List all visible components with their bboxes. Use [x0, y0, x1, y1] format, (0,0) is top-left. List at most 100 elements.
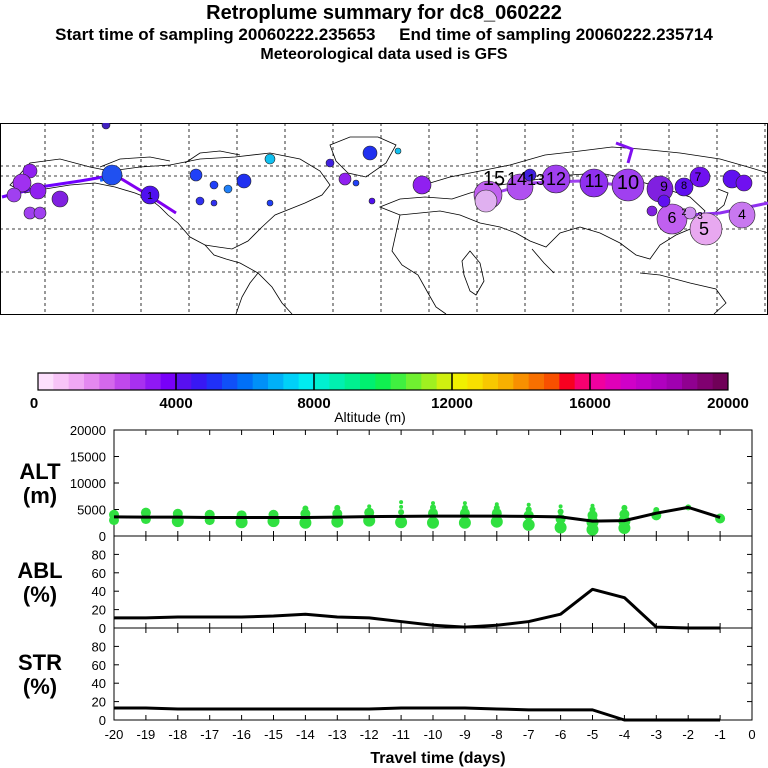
x-tick-label: -14	[296, 727, 315, 742]
altitude-scatter-point	[494, 502, 499, 507]
x-tick-label: 0	[748, 727, 755, 742]
panel-ylabel: (%)	[23, 582, 57, 607]
altitude-scatter-point	[458, 516, 471, 529]
plume-dot	[689, 166, 711, 188]
altitude-scatter-point	[398, 509, 405, 516]
colorbar-swatch	[590, 373, 606, 390]
plume-dot	[611, 168, 645, 202]
panel-abl: 0 20 40 60 80 ABL(%)	[17, 535, 753, 636]
x-tick-label: -12	[360, 727, 379, 742]
time-series-panels: 05000100001500020000ALT(m)020406080ABL(%…	[17, 423, 756, 767]
x-tick-label: -5	[587, 727, 599, 742]
colorbar-swatch	[268, 373, 284, 390]
y-tick-label: 40	[92, 584, 106, 599]
plume-dot	[325, 158, 335, 168]
colorbar-swatch	[636, 373, 652, 390]
plume-dot	[189, 168, 203, 182]
plume-dot	[352, 179, 360, 187]
plume-dot	[6, 187, 22, 203]
colorbar-swatch	[191, 373, 208, 390]
altitude-scatter-point	[399, 500, 404, 505]
panel-ylabel: STR	[18, 650, 62, 675]
plume-dot	[338, 172, 352, 186]
colorbar-tick-label: 4000	[159, 395, 192, 412]
altitude-scatter-point	[558, 504, 563, 509]
y-tick-label: 0	[99, 713, 106, 728]
x-tick-label: -4	[619, 727, 631, 742]
y-tick-label: 60	[92, 658, 106, 673]
colorbar-swatch	[406, 373, 422, 390]
colorbar-swatch	[666, 373, 683, 390]
coastlines	[9, 136, 768, 315]
colorbar-tick-label: 20000	[707, 395, 749, 412]
plume-dot	[101, 164, 123, 186]
plume-day-number: 9	[660, 178, 668, 194]
colorbar-swatch	[68, 373, 85, 390]
y-tick-label: 15000	[70, 450, 106, 465]
plume-day-number: 1	[147, 191, 153, 202]
series-line	[113, 505, 721, 523]
x-tick-label: -8	[491, 727, 503, 742]
plume-day-labels: 15 14 13 12 11 10 9 87 6 5 4 3 2 1	[147, 168, 746, 239]
altitude-scatter-point	[395, 516, 408, 529]
panel-ylabel: (%)	[23, 674, 57, 699]
series-line	[114, 706, 721, 722]
plume-dot	[579, 168, 609, 198]
altitude-scatter-point	[490, 515, 503, 528]
colorbar-swatch	[375, 373, 392, 390]
colorbar-swatches	[38, 373, 729, 390]
colorbar-swatch	[559, 373, 576, 390]
colorbar-swatch	[697, 373, 714, 390]
x-tick-label: -10	[424, 727, 443, 742]
colorbar-swatch	[682, 373, 698, 390]
colorbar-swatch	[421, 373, 438, 390]
colorbar-swatch	[283, 373, 300, 390]
x-tick-label: -1	[714, 727, 726, 742]
plume-day-number: 14	[507, 169, 527, 189]
altitude-scatter-point	[431, 501, 435, 506]
colorbar-swatch	[176, 373, 192, 390]
series-line	[114, 587, 721, 630]
plume-dot	[683, 206, 697, 220]
plume-dots	[6, 123, 756, 246]
plume-dot	[368, 197, 376, 205]
plume-dot	[264, 153, 276, 165]
panel-frame	[113, 535, 753, 629]
altitude-scatter-point	[590, 503, 595, 508]
altitude-scatter-point	[589, 506, 596, 513]
colorbar-swatch	[467, 373, 484, 390]
plume-day-number: 10	[617, 172, 639, 194]
plume-day-number: 15	[483, 168, 505, 190]
y-tick-label: 0	[99, 621, 106, 636]
colorbar-swatch	[84, 373, 100, 390]
panel-ylabel: ABL	[17, 558, 62, 583]
colorbar-swatch	[252, 373, 269, 390]
x-tick-label: -6	[555, 727, 567, 742]
altitude-scatter-point	[619, 509, 630, 520]
plume-dot	[210, 199, 218, 207]
colorbar-swatch	[145, 373, 162, 390]
colorbar-swatch	[436, 373, 453, 390]
plume-dot	[506, 173, 534, 201]
altitude-scatter-point	[461, 504, 468, 511]
altitude-scatter-point	[334, 504, 341, 511]
x-tick-label: -11	[392, 727, 410, 742]
plume-dot	[29, 182, 47, 200]
altitude-scatter-point	[526, 502, 531, 507]
plume-dot	[12, 173, 32, 193]
plume-dot	[236, 173, 252, 189]
altitude-scatter-point	[302, 505, 309, 512]
colorbar-swatch	[99, 373, 116, 390]
plume-dot	[646, 205, 658, 217]
altitude-colorbar: 0 4000 8000 12000 16000 20000 Altitude (m)	[30, 372, 749, 425]
colorbar-swatch	[452, 373, 468, 390]
plume-day-number: 5	[699, 219, 709, 239]
colorbar-swatch	[574, 373, 591, 390]
y-tick-label: 80	[92, 639, 106, 654]
colorbar-swatch	[528, 373, 545, 390]
colorbar-swatch	[482, 373, 499, 390]
altitude-scatter-point	[462, 501, 467, 506]
plume-dot	[101, 123, 111, 130]
plume-dot	[523, 168, 537, 182]
